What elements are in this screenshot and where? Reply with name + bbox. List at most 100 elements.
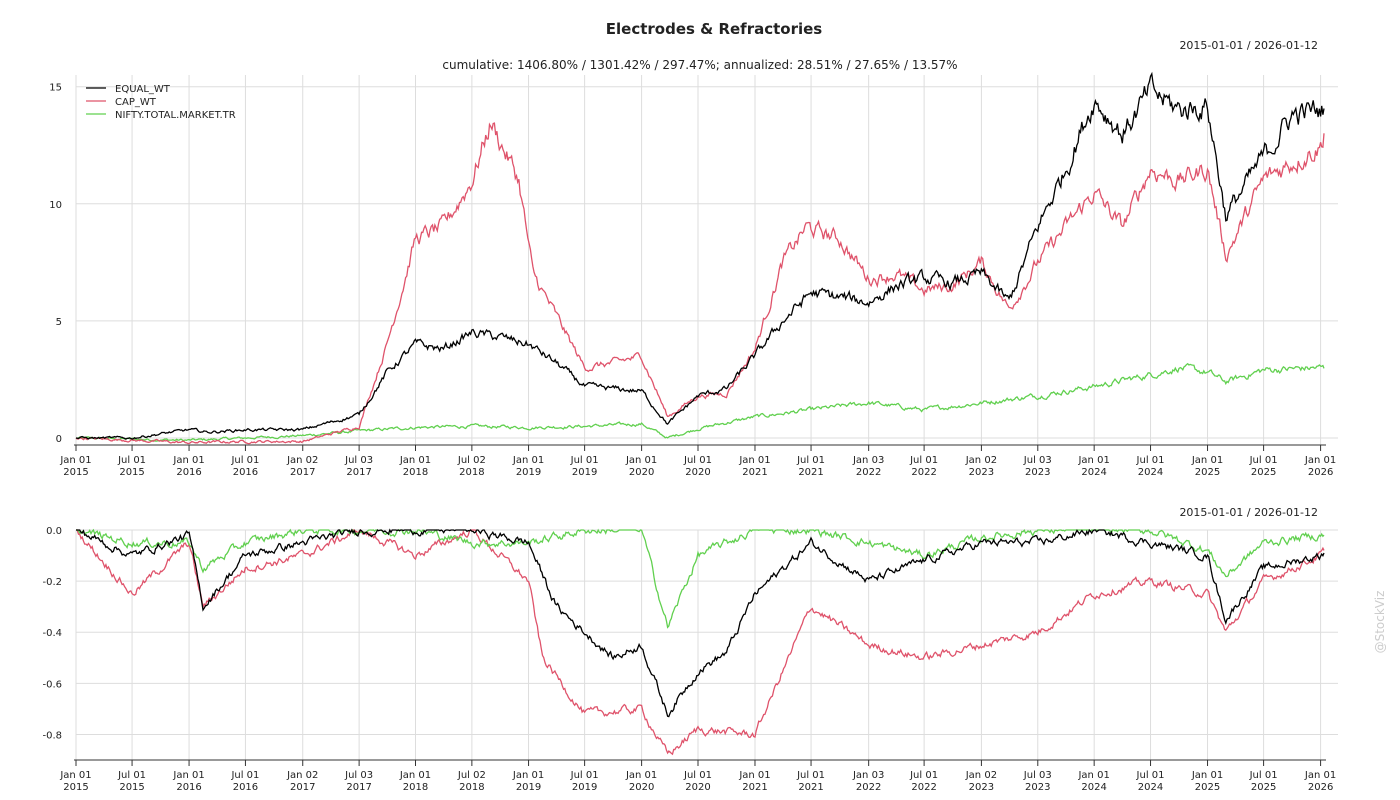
x-tick-label-year: 2019	[572, 782, 597, 793]
x-tick-label: Jan 01	[512, 455, 544, 466]
x-tick-label-year: 2018	[459, 782, 484, 793]
series-line-cap-wt	[75, 122, 1325, 445]
x-tick-label: Jan 02	[286, 770, 318, 781]
x-tick-label-year: 2018	[403, 467, 428, 478]
x-tick-label: Jul 01	[909, 455, 938, 466]
legend-label: CAP_WT	[115, 97, 157, 108]
x-tick-label: Jan 02	[965, 770, 997, 781]
series-line-nifty-total-market-tr	[76, 528, 1325, 629]
x-tick-label-year: 2015	[63, 782, 88, 793]
x-tick-label-year: 2023	[969, 782, 994, 793]
x-tick-label: Jan 01	[1191, 770, 1223, 781]
y-tick-label: 10	[49, 200, 62, 211]
x-tick-label: Jul 01	[796, 770, 825, 781]
x-tick-label: Jul 03	[1023, 455, 1052, 466]
x-tick-label-year: 2024	[1138, 467, 1163, 478]
x-tick-label-year: 2015	[119, 467, 144, 478]
x-tick-label: Jul 01	[230, 455, 259, 466]
x-tick-label-year: 2022	[856, 782, 881, 793]
x-tick-label-year: 2019	[516, 782, 541, 793]
x-tick-label-year: 2022	[911, 782, 936, 793]
x-tick-label-year: 2025	[1251, 782, 1276, 793]
x-tick-label: Jan 01	[512, 770, 544, 781]
x-tick-label-year: 2021	[742, 467, 767, 478]
x-tick-label-year: 2023	[1025, 782, 1050, 793]
x-tick-label: Jul 01	[1136, 455, 1165, 466]
series-line-cap-wt	[76, 528, 1325, 756]
chart-subtitle: cumulative: 1406.80% / 1301.42% / 297.47…	[442, 58, 957, 72]
x-tick-label: Jan 01	[172, 455, 204, 466]
x-tick-label: Jul 01	[683, 770, 712, 781]
x-tick-label: Jan 01	[625, 455, 657, 466]
x-tick-label: Jul 03	[344, 770, 373, 781]
x-tick-label-year: 2022	[911, 467, 936, 478]
x-tick-label-year: 2025	[1251, 467, 1276, 478]
x-tick-label: Jul 01	[117, 455, 146, 466]
x-tick-label: Jul 03	[1023, 770, 1052, 781]
y-tick-label: -0.2	[42, 577, 62, 588]
x-tick-label-year: 2019	[572, 467, 597, 478]
x-tick-label: Jan 01	[1077, 770, 1109, 781]
x-tick-label-year: 2015	[63, 467, 88, 478]
x-tick-label-year: 2021	[798, 467, 823, 478]
x-tick-label: Jul 01	[1249, 770, 1278, 781]
x-tick-label-year: 2016	[233, 782, 258, 793]
x-tick-label-year: 2025	[1195, 467, 1220, 478]
y-tick-label: -0.6	[42, 679, 62, 690]
x-tick-label: Jan 03	[852, 770, 884, 781]
x-tick-label: Jul 02	[457, 455, 486, 466]
x-tick-label: Jan 02	[286, 455, 318, 466]
x-tick-label-year: 2020	[685, 782, 710, 793]
x-tick-label: Jan 02	[965, 455, 997, 466]
x-tick-label-year: 2021	[798, 782, 823, 793]
chart-title: Electrodes & Refractories	[606, 20, 823, 38]
x-tick-label-year: 2024	[1138, 782, 1163, 793]
x-tick-label: Jul 01	[1136, 770, 1165, 781]
x-tick-label-year: 2021	[742, 782, 767, 793]
x-tick-label: Jan 03	[852, 455, 884, 466]
watermark: @StockViz	[1373, 591, 1387, 654]
x-tick-label-year: 2018	[459, 467, 484, 478]
x-tick-label: Jul 02	[457, 770, 486, 781]
x-tick-label: Jan 01	[399, 770, 431, 781]
x-tick-label-year: 2024	[1081, 782, 1106, 793]
x-tick-label-year: 2020	[629, 782, 654, 793]
y-tick-label: -0.4	[42, 628, 62, 639]
x-tick-label-year: 2023	[1025, 467, 1050, 478]
x-tick-label: Jul 01	[683, 455, 712, 466]
x-tick-label: Jul 01	[909, 770, 938, 781]
x-tick-label-year: 2022	[856, 467, 881, 478]
x-tick-label-year: 2018	[403, 782, 428, 793]
x-tick-label-year: 2016	[176, 782, 201, 793]
date-range-label-top: 2015-01-01 / 2026-01-12	[1179, 39, 1318, 52]
x-tick-label-year: 2016	[176, 467, 201, 478]
series-line-equal-wt	[76, 528, 1325, 718]
y-tick-label: 15	[49, 83, 62, 94]
x-tick-label-year: 2023	[969, 467, 994, 478]
x-tick-label-year: 2017	[346, 782, 371, 793]
date-range-label-bottom: 2015-01-01 / 2026-01-12	[1179, 506, 1318, 519]
x-tick-label: Jan 01	[172, 770, 204, 781]
x-tick-label: Jan 01	[738, 770, 770, 781]
x-tick-label: Jan 01	[1304, 770, 1336, 781]
legend-label: EQUAL_WT	[115, 84, 171, 95]
y-tick-label: -0.8	[42, 730, 62, 741]
x-tick-label: Jul 01	[1249, 455, 1278, 466]
x-tick-label: Jan 01	[399, 455, 431, 466]
x-tick-label: Jul 01	[117, 770, 146, 781]
x-tick-label-year: 2017	[290, 467, 315, 478]
x-tick-label: Jul 03	[344, 455, 373, 466]
x-tick-label-year: 2017	[346, 467, 371, 478]
x-tick-label-year: 2026	[1308, 467, 1333, 478]
x-tick-label: Jul 01	[230, 770, 259, 781]
x-tick-label-year: 2020	[629, 467, 654, 478]
x-tick-label-year: 2019	[516, 467, 541, 478]
x-tick-label-year: 2017	[290, 782, 315, 793]
x-tick-label: Jan 01	[1077, 455, 1109, 466]
series-line-nifty-total-market-tr	[75, 362, 1325, 442]
y-tick-label: 0.0	[46, 526, 62, 537]
